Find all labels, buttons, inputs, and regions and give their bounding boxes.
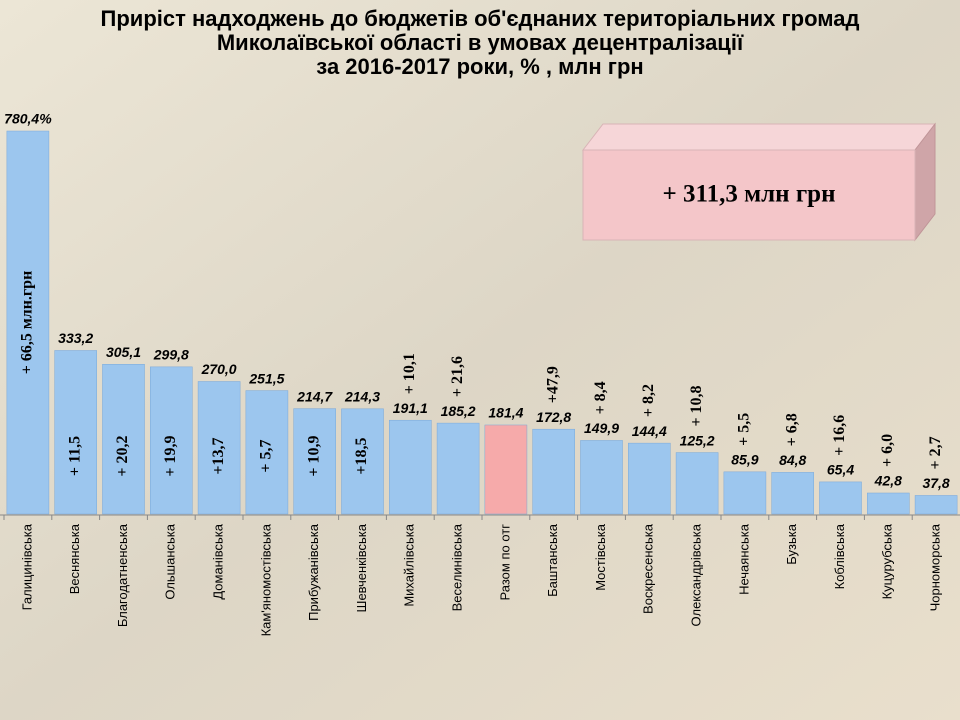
value-label: 149,9 [584, 420, 619, 436]
callout-box: + 311,3 млн грн [581, 122, 937, 242]
growth-label: + 10,8 [688, 385, 705, 426]
value-label: 181,4 [488, 405, 523, 421]
value-label: 37,8 [922, 475, 949, 491]
x-tick-label: Баштанська [545, 523, 560, 597]
growth-label: + 10,1 [401, 353, 418, 394]
value-label: 214,7 [296, 388, 333, 404]
x-tick-label: Шевченківська [354, 523, 369, 612]
x-tick-label: Галицинівська [19, 523, 34, 610]
chart-title: за 2016-2017 роки, % , млн грн [316, 54, 643, 79]
x-tick-label: Благодатненська [115, 523, 130, 627]
bar [628, 442, 671, 515]
growth-label: + 8,4 [592, 381, 609, 414]
x-tick-label: Нечаянська [736, 523, 751, 595]
x-tick-label: Прибужанівська [306, 523, 321, 621]
bar [150, 366, 193, 515]
value-label: 214,3 [344, 389, 380, 405]
bar [197, 381, 241, 515]
bar [389, 419, 432, 515]
growth-label: +18,5 [353, 437, 370, 474]
value-label: 270,0 [201, 361, 237, 377]
bar [867, 492, 910, 515]
value-label: 144,4 [632, 423, 667, 439]
bar [580, 440, 623, 515]
growth-label: + 19,9 [162, 435, 179, 476]
x-tick-label: Мостівська [593, 523, 608, 591]
growth-label: + 20,2 [114, 435, 131, 476]
growth-label: + 5,7 [258, 439, 275, 472]
bar [914, 495, 958, 515]
growth-label: + 5,5 [736, 413, 753, 446]
bar [6, 130, 50, 515]
chart-title: Приріст надходжень до бюджетів об'єднани… [101, 6, 860, 31]
x-tick-label: Разом по отг [497, 524, 512, 601]
bar [532, 428, 575, 515]
bar [771, 472, 814, 515]
x-tick-label: Ольшанська [163, 523, 178, 599]
growth-label: + 6,8 [783, 413, 800, 446]
bar [484, 424, 528, 515]
x-tick-label: Кам'яномостівська [258, 523, 273, 636]
bar [341, 408, 384, 515]
value-label: 305,1 [106, 344, 141, 360]
x-tick-label: Коблівська [832, 523, 847, 589]
x-tick-label: Веснянська [67, 523, 82, 594]
bar [293, 408, 336, 515]
growth-label: + 11,5 [66, 436, 83, 476]
bar [102, 364, 145, 515]
value-label: 65,4 [827, 462, 854, 478]
growth-label: + 10,9 [305, 435, 322, 476]
x-tick-label: Чорноморська [928, 523, 943, 611]
growth-label: + 6,0 [879, 434, 896, 467]
bar [723, 471, 767, 515]
bar [245, 390, 289, 515]
value-label: 780,4% [4, 111, 52, 127]
value-label: 191,1 [393, 400, 428, 416]
x-tick-label: Воскресенська [641, 523, 656, 614]
growth-label: + 66,5 млн.грн [19, 271, 36, 375]
value-label: 125,2 [680, 432, 715, 448]
x-tick-label: Доманівська [211, 523, 226, 599]
chart-title: Миколаївської області в умовах децентрал… [217, 30, 744, 55]
value-label: 85,9 [731, 452, 758, 468]
bar [54, 350, 97, 515]
bar [675, 452, 719, 515]
growth-label: + 16,6 [831, 415, 848, 456]
x-tick-label: Веселинівська [450, 523, 465, 611]
growth-label: + 21,6 [449, 356, 466, 397]
x-tick-label: Бузька [784, 523, 799, 564]
value-label: 185,2 [441, 403, 476, 419]
value-label: 42,8 [874, 473, 902, 489]
value-label: 333,2 [58, 330, 93, 346]
x-tick-label: Михайлівська [402, 523, 417, 606]
x-tick-label: Куцурубська [880, 523, 895, 599]
bar [436, 422, 480, 515]
value-label: 299,8 [153, 347, 189, 363]
value-label: 84,8 [779, 452, 806, 468]
value-label: 251,5 [248, 370, 284, 386]
growth-label: + 2,7 [927, 436, 944, 469]
growth-label: +13,7 [210, 437, 227, 474]
x-tick-label: Олександрівська [689, 523, 704, 626]
callout-text: + 311,3 млн грн [663, 181, 836, 208]
bar [819, 481, 862, 515]
growth-label: +47,9 [544, 366, 561, 403]
value-label: 172,8 [536, 409, 571, 425]
growth-label: + 8,2 [640, 384, 657, 417]
